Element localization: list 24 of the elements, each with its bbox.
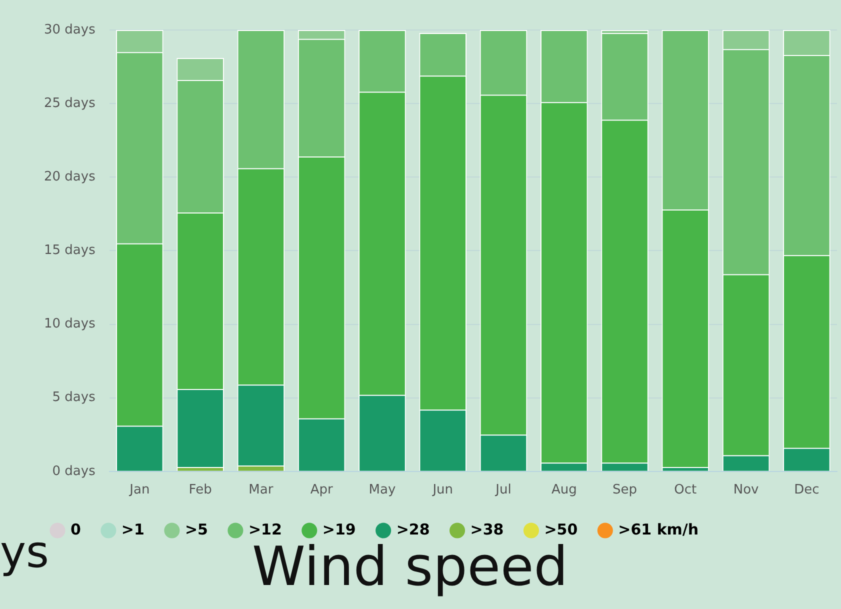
legend-label: >5 — [184, 520, 208, 538]
legend-label: 0 — [70, 520, 81, 538]
text: ys — [0, 526, 49, 580]
y-tick-label: 30 days — [44, 22, 96, 38]
x-tick-label: Apr — [310, 482, 334, 498]
y-tick-label: 5 days — [52, 390, 96, 406]
x-tick-label: Aug — [551, 482, 577, 498]
legend-label: >1 — [121, 520, 144, 538]
x-tick-label: Jun — [432, 482, 454, 498]
x-tick-label: Sep — [612, 482, 638, 498]
legend-label: >61 km/h — [618, 520, 699, 538]
y-tick-label: 25 days — [44, 96, 96, 111]
x-tick-label: Jul — [494, 482, 512, 498]
y-tick-label: 15 days — [44, 243, 96, 258]
x-tick-label: Dec — [794, 482, 820, 498]
y-tick-label: 10 days — [44, 316, 96, 332]
x-tick-label: Feb — [188, 482, 212, 498]
x-tick-label: May — [368, 482, 396, 498]
x-tick-label: Mar — [248, 482, 274, 498]
x-tick-label: Oct — [674, 482, 697, 498]
x-tick-label: Nov — [733, 482, 760, 498]
y-tick-label: 0 days — [52, 464, 96, 479]
y-tick-label: 20 days — [44, 170, 96, 185]
x-tick-label: Jan — [128, 482, 150, 498]
